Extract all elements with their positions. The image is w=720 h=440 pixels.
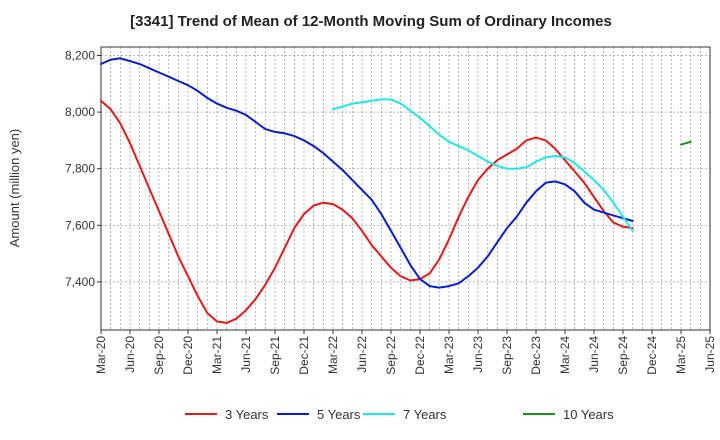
series-line-7-years	[332, 98, 634, 232]
x-tick-label: Mar-25	[674, 336, 688, 374]
x-tick-label: Dec-24	[645, 336, 659, 375]
x-tick-label: Jun-20	[123, 336, 137, 373]
legend-label: 10 Years	[563, 407, 614, 422]
x-tick-label: Mar-24	[558, 336, 572, 374]
x-tick-label: Mar-21	[210, 336, 224, 374]
x-tick-label: Dec-22	[413, 336, 427, 375]
x-tick-label: Jun-23	[471, 336, 485, 373]
series-line-5-years	[100, 57, 634, 289]
y-tick-label: 7,600	[65, 218, 95, 232]
legend-label: 7 Years	[403, 407, 447, 422]
legend-label: 5 Years	[317, 407, 361, 422]
x-tick-label: Dec-23	[529, 336, 543, 375]
x-tick-label: Sep-20	[152, 336, 166, 375]
series-line-10-years	[680, 140, 692, 146]
y-axis-ticks: 7,400 7,600 7,800 8,000 8,200	[65, 48, 101, 289]
x-tick-label: Dec-20	[181, 336, 195, 375]
y-tick-label: 7,400	[65, 275, 95, 289]
series-lines	[100, 57, 692, 324]
chart-title: [3341] Trend of Mean of 12-Month Moving …	[130, 13, 612, 30]
plot-area	[100, 46, 711, 331]
x-tick-label: Sep-24	[616, 336, 630, 375]
x-tick-label: Dec-21	[297, 336, 311, 375]
y-axis-label: Amount (million yen)	[7, 129, 22, 248]
x-tick-label: Jun-25	[703, 336, 717, 373]
gridlines	[101, 47, 710, 330]
x-tick-label: Mar-23	[442, 336, 456, 374]
x-tick-label: Jun-21	[239, 336, 253, 373]
legend: 3 Years 5 Years 7 Years 10 Years	[185, 407, 614, 422]
x-tick-label: Jun-24	[587, 336, 601, 373]
x-tick-label: Sep-23	[500, 336, 514, 375]
x-tick-label: Mar-20	[94, 336, 108, 374]
x-tick-label: Jun-22	[355, 336, 369, 373]
x-tick-label: Mar-22	[326, 336, 340, 374]
y-tick-label: 7,800	[65, 162, 95, 176]
legend-label: 3 Years	[225, 407, 269, 422]
x-axis-ticks: Mar-20 Jun-20 Sep-20 Dec-20 Mar-21 Jun-21 Sep-…	[94, 330, 717, 375]
y-tick-label: 8,000	[65, 105, 95, 119]
series-line-3-years	[100, 99, 634, 324]
x-tick-label: Sep-21	[268, 336, 282, 375]
y-tick-label: 8,200	[65, 48, 95, 62]
x-tick-label: Sep-22	[384, 336, 398, 375]
